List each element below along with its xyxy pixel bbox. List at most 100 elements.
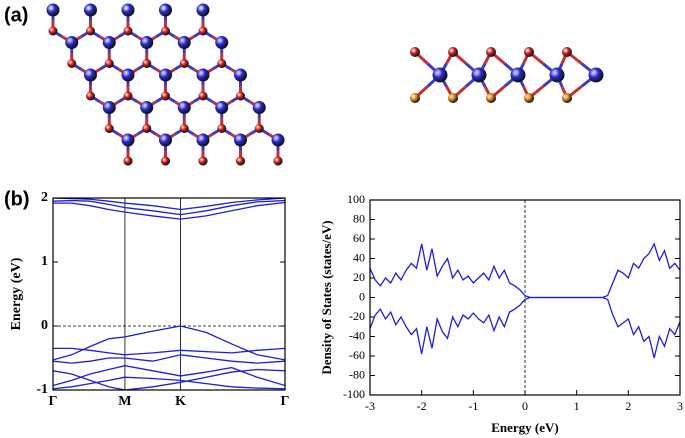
atom xyxy=(161,156,170,166)
atom xyxy=(215,101,229,114)
x-tick-label: -3 xyxy=(365,399,375,413)
atom xyxy=(215,36,229,49)
x-tick-label: 1 xyxy=(574,399,580,413)
atom xyxy=(448,47,458,57)
atom xyxy=(234,68,247,82)
atom xyxy=(67,59,77,68)
atom xyxy=(123,26,133,36)
atom xyxy=(524,93,534,103)
atom xyxy=(84,68,97,82)
line-series xyxy=(53,365,285,387)
x-tick-label: 2 xyxy=(625,399,631,413)
atom xyxy=(217,59,227,68)
y-tick-label: -40 xyxy=(349,328,365,342)
y-tick-label: 60 xyxy=(353,231,365,245)
atom xyxy=(273,156,283,166)
atom xyxy=(198,91,208,101)
atom xyxy=(486,47,496,57)
atom xyxy=(140,101,154,114)
atom xyxy=(198,26,208,36)
y-tick-label: 2 xyxy=(41,190,48,205)
atom xyxy=(159,133,172,147)
y-tick-label: -60 xyxy=(349,348,365,362)
x-tick-label: -2 xyxy=(417,399,427,413)
x-axis-label: Energy (eV) xyxy=(491,420,559,435)
series-group xyxy=(370,242,680,359)
atom xyxy=(65,36,79,49)
atom xyxy=(102,101,116,114)
y-tick-label: 20 xyxy=(353,270,365,284)
atom xyxy=(510,67,526,83)
y-axis-label: Energy (eV) xyxy=(9,257,24,330)
x-tick-label: 0 xyxy=(522,399,528,413)
x-tick-label: Γ xyxy=(281,394,290,409)
y-tick-label: 0 xyxy=(41,318,48,333)
x-tick-label: 3 xyxy=(677,399,683,413)
y-tick-label: 40 xyxy=(353,250,365,264)
atom xyxy=(123,156,133,166)
line-series xyxy=(370,296,680,359)
y-axis-label: Density of States (states/eV) xyxy=(319,220,334,374)
atom xyxy=(234,133,247,147)
x-tick-label: M xyxy=(118,394,131,409)
atom xyxy=(471,67,487,83)
atom xyxy=(236,156,245,166)
atom xyxy=(159,3,172,17)
atom xyxy=(432,67,448,83)
atom xyxy=(102,36,116,49)
plot-frame xyxy=(52,197,286,391)
y-tick-label: 1 xyxy=(41,254,48,269)
atom xyxy=(179,59,189,68)
panel-label: (a) xyxy=(4,4,28,26)
series-group xyxy=(53,198,285,390)
crystal-structures xyxy=(46,3,604,166)
line-series xyxy=(370,242,680,299)
line-series xyxy=(53,199,285,216)
atom xyxy=(179,124,189,133)
atom xyxy=(86,26,95,36)
line-series xyxy=(53,354,285,364)
atom xyxy=(236,91,245,101)
atom xyxy=(196,133,210,147)
atom xyxy=(486,93,496,103)
atom xyxy=(177,101,191,114)
atom xyxy=(46,3,60,17)
atom xyxy=(140,36,154,49)
atom xyxy=(121,133,135,147)
y-tick-label: -80 xyxy=(349,367,365,381)
atom xyxy=(123,91,133,101)
atom xyxy=(84,3,97,17)
atom xyxy=(448,93,458,103)
line-series xyxy=(53,325,285,361)
atom xyxy=(86,91,95,101)
atom xyxy=(198,156,208,166)
atom xyxy=(588,67,604,83)
y-tick-label: 100 xyxy=(347,192,365,206)
line-series xyxy=(53,368,285,390)
line-series xyxy=(53,198,285,211)
x-tick-label: Γ xyxy=(49,394,58,409)
atom xyxy=(562,47,572,57)
atom xyxy=(196,68,210,82)
atom xyxy=(252,101,266,114)
atom xyxy=(410,93,420,103)
x-tick-label: K xyxy=(175,394,186,409)
atom xyxy=(159,68,172,82)
y-tick-label: 0 xyxy=(359,289,365,303)
atom xyxy=(562,93,572,103)
atom xyxy=(254,124,264,133)
atom xyxy=(177,36,191,49)
atom xyxy=(196,3,210,17)
atom xyxy=(142,59,152,68)
atom xyxy=(524,47,534,57)
y-tick-label: 80 xyxy=(353,211,365,225)
plot-frame xyxy=(369,199,681,396)
atom xyxy=(549,67,565,83)
atom xyxy=(217,124,227,133)
atom xyxy=(161,26,170,36)
line-series xyxy=(53,376,285,390)
atom xyxy=(104,124,114,133)
y-tick-label: -100 xyxy=(343,387,365,401)
atom xyxy=(48,26,58,36)
